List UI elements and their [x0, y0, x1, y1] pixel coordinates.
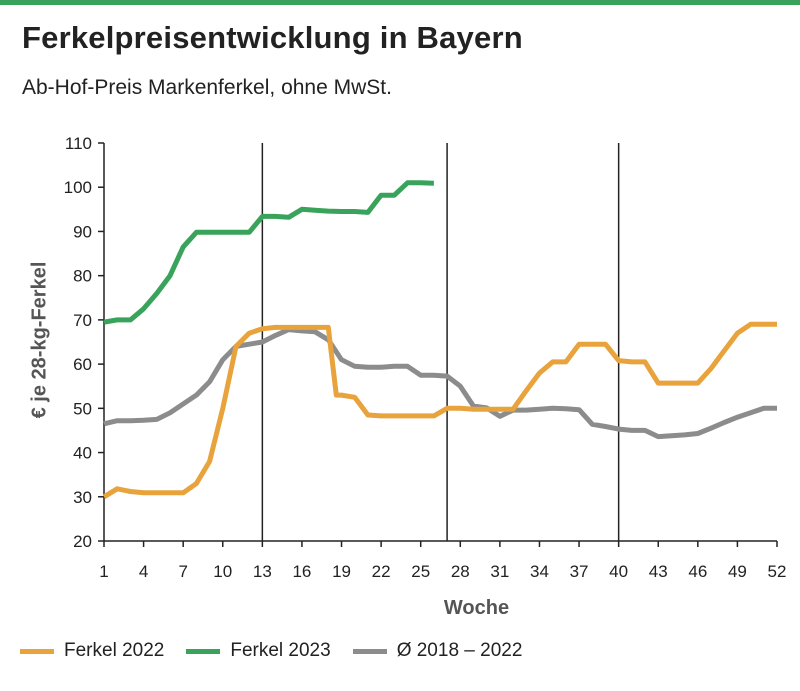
x-tick-label: 46	[688, 562, 707, 581]
y-tick-label: 50	[73, 399, 92, 418]
y-tick-label: 100	[64, 178, 92, 197]
axes	[98, 142, 778, 547]
y-tick-label: 90	[73, 222, 92, 241]
y-axis-label: € je 28-kg-Ferkel	[28, 262, 50, 419]
y-tick-label: 40	[73, 444, 92, 463]
tick-labels: 20 30 40 50 60 70 80 90 100 110 1 4 7 10 13 16 19 22 25 28 3…	[64, 134, 787, 581]
x-axis-label: Woche	[444, 597, 509, 619]
y-tick-label: 60	[73, 355, 92, 374]
y-tick-label: 80	[73, 267, 92, 286]
legend-item-ferkel-2023: Ferkel 2023	[186, 640, 331, 662]
series-line-ferkel-2023	[103, 180, 434, 325]
x-tick-label: 40	[609, 562, 628, 581]
gridlines	[261, 143, 620, 541]
legend-swatch	[186, 648, 221, 654]
x-tick-label: 16	[292, 562, 311, 581]
chart-title: Ferkelpreisentwicklung in Bayern	[22, 20, 523, 55]
legend-label: Ferkel 2022	[64, 640, 165, 661]
x-tick-label: 7	[178, 562, 187, 581]
x-tick-label: 43	[649, 562, 668, 581]
y-tick-label: 30	[73, 488, 92, 507]
x-tick-label: 4	[139, 562, 148, 581]
legend: Ferkel 2022 Ferkel 2023 Ø 2018 – 2022	[20, 640, 544, 662]
legend-swatch	[20, 648, 54, 654]
x-tick-label: 34	[530, 562, 549, 581]
x-tick-label: 37	[570, 562, 589, 581]
chart-subtitle: Ab-Hof-Preis Markenferkel, ohne MwSt.	[22, 76, 392, 99]
series-lines	[102, 180, 777, 499]
legend-item-ferkel-2022: Ferkel 2022	[20, 640, 164, 662]
legend-label: Ferkel 2023	[230, 640, 331, 661]
y-tick-label: 20	[73, 532, 92, 551]
top-accent-bar	[0, 0, 800, 5]
series-line-average-2018-2022	[103, 327, 777, 440]
y-tick-label: 70	[73, 311, 92, 330]
x-tick-label: 13	[253, 562, 272, 581]
legend-item-average-2018-2022: Ø 2018 – 2022	[352, 640, 523, 662]
x-tick-label: 22	[372, 562, 391, 581]
x-tick-label: 49	[728, 562, 747, 581]
x-tick-label: 25	[411, 562, 430, 581]
x-tick-label: 10	[213, 562, 232, 581]
series-line-ferkel-2022	[102, 321, 777, 499]
x-tick-label: 31	[490, 562, 509, 581]
legend-swatch	[352, 648, 387, 654]
x-tick-label: 28	[451, 562, 470, 581]
x-tick-label: 1	[99, 562, 108, 581]
legend-label: Ø 2018 – 2022	[396, 640, 523, 661]
y-tick-label: 110	[65, 134, 92, 153]
x-tick-label: 52	[768, 562, 787, 581]
x-tick-label: 19	[332, 562, 351, 581]
